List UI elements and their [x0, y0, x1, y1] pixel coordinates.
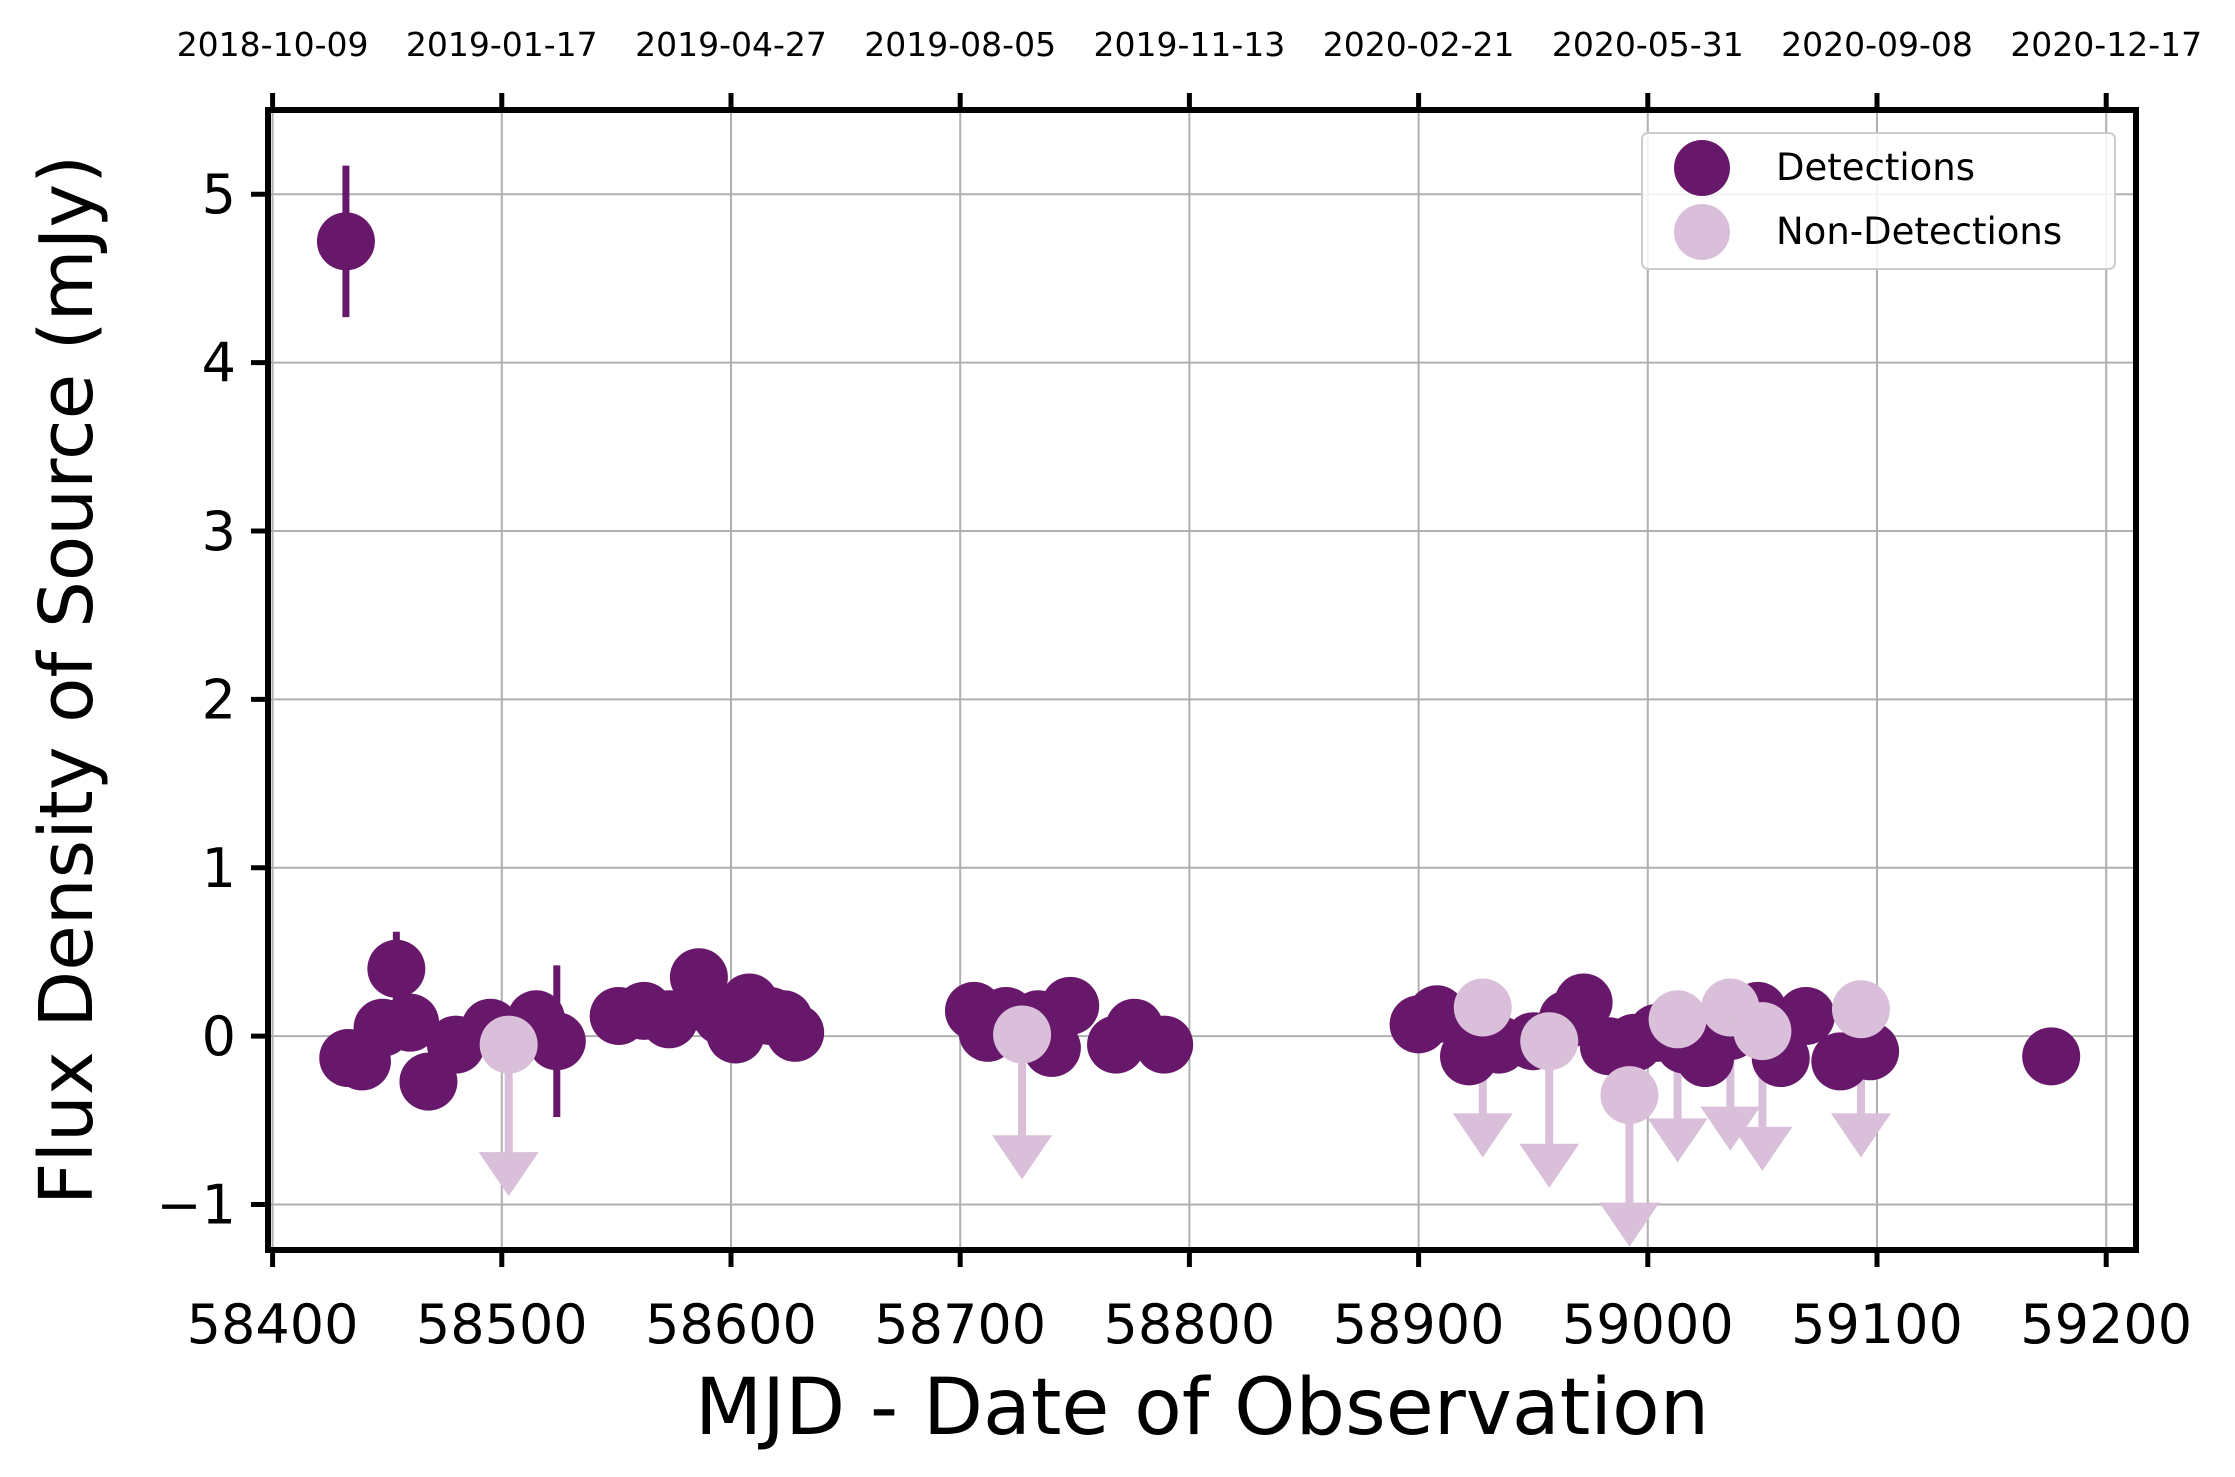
detection-point	[2022, 1027, 2081, 1086]
x-tick-label: 58500	[416, 1293, 588, 1356]
nondetection-point	[1648, 990, 1707, 1049]
upper-limit-arrowhead	[1830, 1113, 1891, 1158]
x-axis-label: MJD - Date of Observation	[695, 1363, 1709, 1453]
top-date-axis: 2018-10-09 2019-01-17 2019-04-27 2019-08-05…	[177, 25, 2202, 110]
x-tick-label: 59100	[1791, 1293, 1963, 1356]
top-axis-date-label: 2019-04-27	[635, 25, 827, 64]
nondetection-series	[479, 978, 1890, 1125]
y-tick-label: 2	[202, 668, 236, 731]
detection-point	[1776, 986, 1835, 1045]
legend-nondetections-marker	[1674, 204, 1730, 260]
top-axis-date-label: 2019-01-17	[406, 25, 598, 64]
detection-point	[316, 212, 375, 271]
x-tick-label: 58400	[187, 1293, 359, 1356]
y-tick-label: 3	[202, 500, 236, 563]
x-tick-label: 58600	[645, 1293, 817, 1356]
upper-limit-arrowhead	[1452, 1113, 1513, 1158]
upper-limit-arrowhead	[1732, 1126, 1793, 1171]
y-tick-label: −1	[156, 1174, 236, 1237]
x-tick-label: 59000	[1562, 1293, 1734, 1356]
upper-limit-arrowhead	[1599, 1202, 1660, 1247]
top-axis-date-label: 2020-09-08	[1781, 25, 1973, 64]
x-tick-label: 59200	[2020, 1293, 2192, 1356]
y-axis-label: Flux Density of Source (mJy)	[24, 155, 110, 1205]
x-tick-label: 58900	[1333, 1293, 1505, 1356]
upper-limit-arrowhead	[1700, 1106, 1761, 1151]
top-axis-date-label: 2020-12-17	[2010, 25, 2202, 64]
upper-limit-arrowhead	[478, 1152, 539, 1197]
y-tick-label: 4	[202, 332, 236, 395]
x-axis: 58400 58500 58600 58700 58800 58900 59000 59100…	[187, 1250, 2192, 1356]
nondetection-point	[1831, 980, 1890, 1039]
legend: Detections Non-Detections	[1641, 132, 2116, 270]
y-tick-label: 0	[202, 1005, 236, 1068]
nondetection-point	[1520, 1012, 1579, 1071]
detection-point	[1554, 973, 1613, 1032]
nondetection-point	[993, 1005, 1052, 1064]
nondetection-point	[1453, 978, 1512, 1037]
y-tick-label: 5	[202, 163, 236, 226]
detection-point	[1041, 976, 1100, 1035]
detection-series	[316, 212, 2081, 1111]
plot-frame	[265, 107, 2139, 1253]
detection-point	[766, 1003, 825, 1062]
top-axis-date-label: 2019-08-05	[864, 25, 1056, 64]
detection-point	[1407, 985, 1466, 1044]
legend-detections-marker	[1674, 140, 1730, 196]
legend-box	[1641, 132, 2116, 270]
top-axis-date-label: 2020-02-21	[1323, 25, 1515, 64]
upper-limit-arrowhead	[1647, 1118, 1708, 1163]
nondetection-point	[479, 1015, 538, 1074]
x-tick-label: 58800	[1103, 1293, 1275, 1356]
top-axis-date-label: 2018-10-09	[177, 25, 369, 64]
upper-limit-arrowhead	[1519, 1143, 1580, 1188]
nondetection-point	[1600, 1066, 1659, 1125]
nondetection-point	[1733, 1002, 1792, 1061]
detection-point	[1135, 1015, 1194, 1074]
detection-point	[527, 1012, 586, 1071]
legend-nondetections-label: Non-Detections	[1776, 210, 2062, 253]
y-axis: −1 0 1 2 3 4 5	[156, 163, 268, 1237]
top-axis-date-label: 2020-05-31	[1552, 25, 1744, 64]
x-tick-label: 58700	[874, 1293, 1046, 1356]
detection-point	[367, 939, 426, 998]
y-tick-label: 1	[202, 837, 236, 900]
legend-detections-label: Detections	[1776, 146, 1975, 189]
top-axis-date-label: 2019-11-13	[1094, 25, 1286, 64]
detection-point	[381, 993, 440, 1052]
upper-limit-arrowhead	[992, 1135, 1053, 1180]
